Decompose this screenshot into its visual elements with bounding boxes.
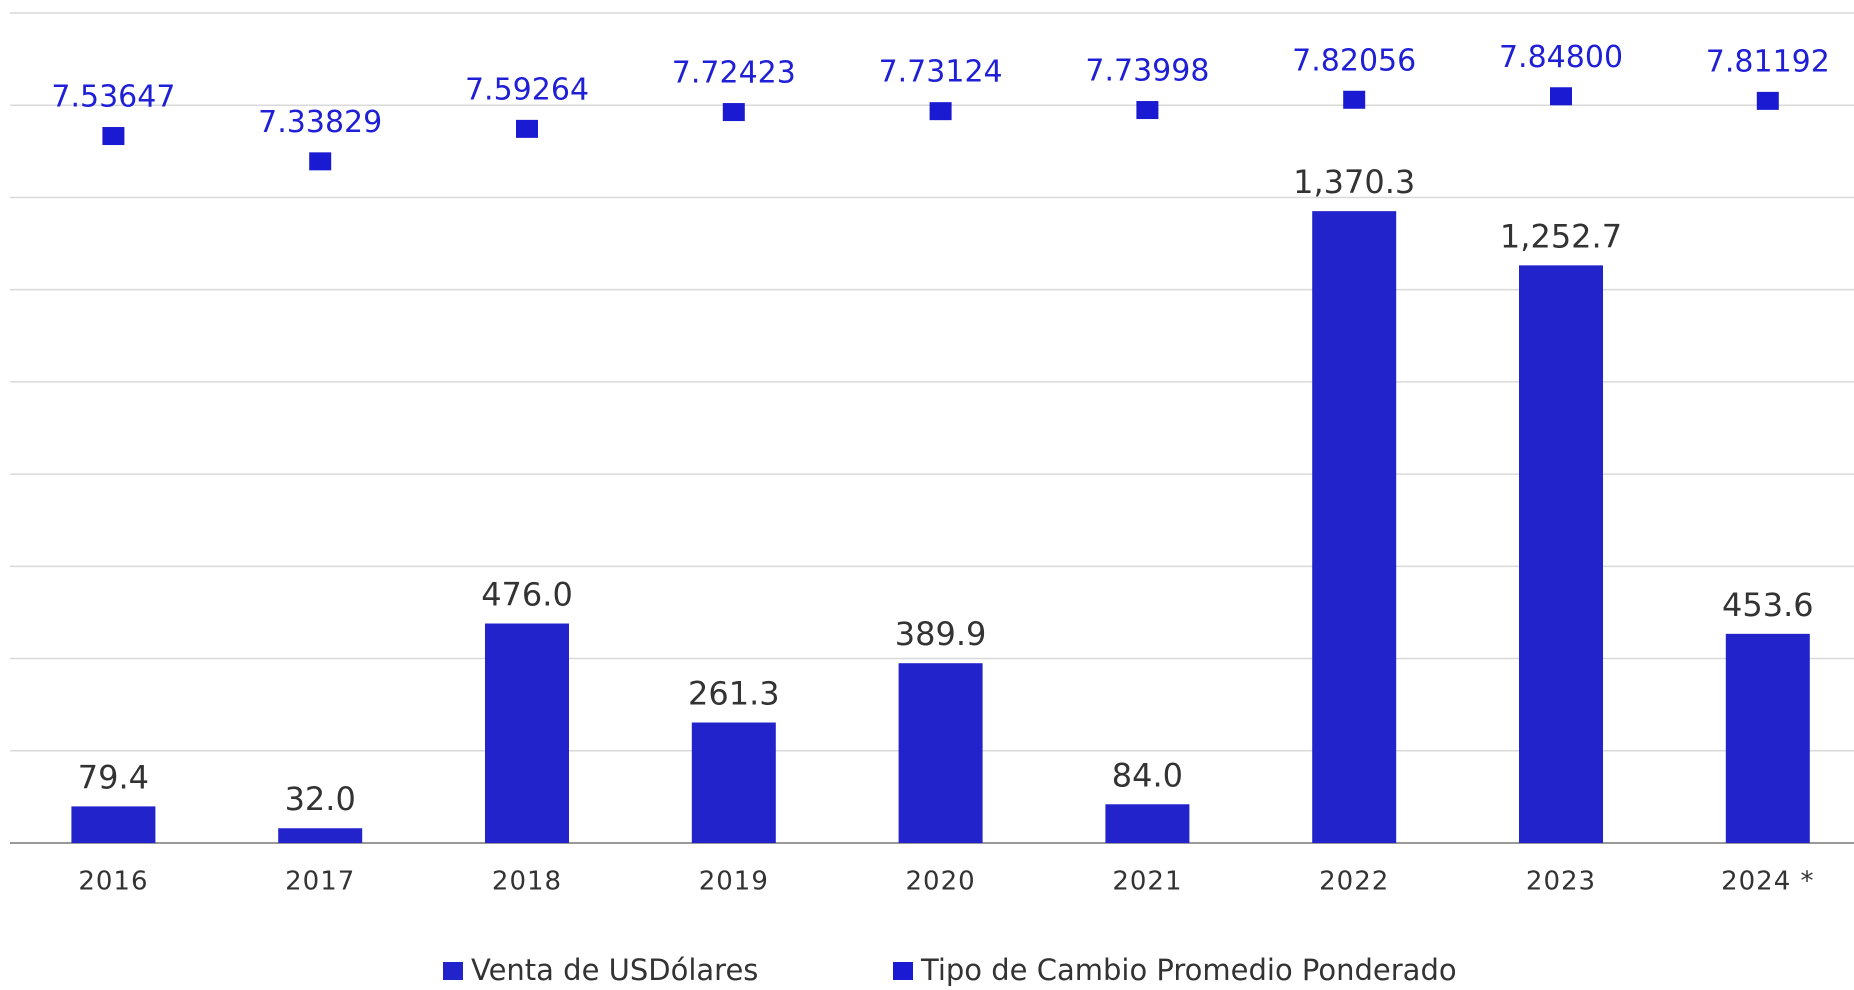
marker-label: 7.53647 — [51, 80, 175, 115]
x-tick-label: 2021 — [1112, 867, 1182, 897]
x-tick-label: 2017 — [285, 867, 355, 897]
x-tick-label: 2019 — [699, 867, 769, 897]
marker-label: 7.59264 — [465, 72, 589, 107]
marker-label: 7.81192 — [1706, 44, 1830, 79]
marker — [1756, 91, 1779, 110]
legend-label: Venta de USDólares — [471, 953, 758, 987]
bar — [1519, 265, 1603, 844]
bar-label: 476.0 — [481, 576, 573, 614]
x-tick-label: 2016 — [78, 867, 148, 897]
marker — [929, 102, 952, 121]
marker — [309, 152, 332, 171]
x-tick-label: 2022 — [1319, 867, 1389, 897]
bar-label: 84.0 — [1112, 756, 1183, 794]
marker — [516, 119, 538, 138]
marker — [1136, 101, 1159, 120]
marker — [102, 127, 125, 146]
marker-label: 7.73124 — [879, 55, 1003, 90]
bar-label: 32.0 — [285, 780, 356, 818]
x-tick-label: 2024 * — [1721, 867, 1814, 897]
bar — [71, 806, 156, 843]
marker — [1343, 90, 1366, 109]
bar-label: 261.3 — [688, 675, 780, 713]
bar — [691, 722, 776, 843]
bar — [485, 623, 569, 843]
bar — [1725, 633, 1810, 843]
legend-swatch — [443, 962, 463, 980]
marker-label: 7.33829 — [258, 105, 382, 140]
legend-swatch — [893, 962, 913, 980]
bar-label: 1,252.7 — [1500, 217, 1622, 255]
bar-label: 1,370.3 — [1293, 163, 1415, 201]
legend-label: Tipo de Cambio Promedio Ponderado — [920, 953, 1457, 987]
bar — [1312, 211, 1397, 843]
x-tick-label: 2018 — [492, 867, 562, 897]
x-tick-label: 2020 — [906, 867, 976, 897]
marker-label: 7.82056 — [1292, 43, 1416, 78]
marker-label: 7.84800 — [1499, 40, 1623, 75]
x-tick-label: 2023 — [1526, 867, 1596, 897]
bar — [278, 828, 363, 843]
bar-label: 389.9 — [895, 615, 987, 653]
bar-label: 79.4 — [78, 758, 149, 796]
marker-label: 7.73998 — [1085, 54, 1209, 89]
bar — [898, 663, 983, 843]
marker — [1550, 87, 1572, 106]
marker-label: 7.72423 — [672, 56, 796, 91]
bar-label: 453.6 — [1722, 586, 1814, 624]
marker — [722, 103, 745, 122]
bar — [1105, 804, 1190, 843]
